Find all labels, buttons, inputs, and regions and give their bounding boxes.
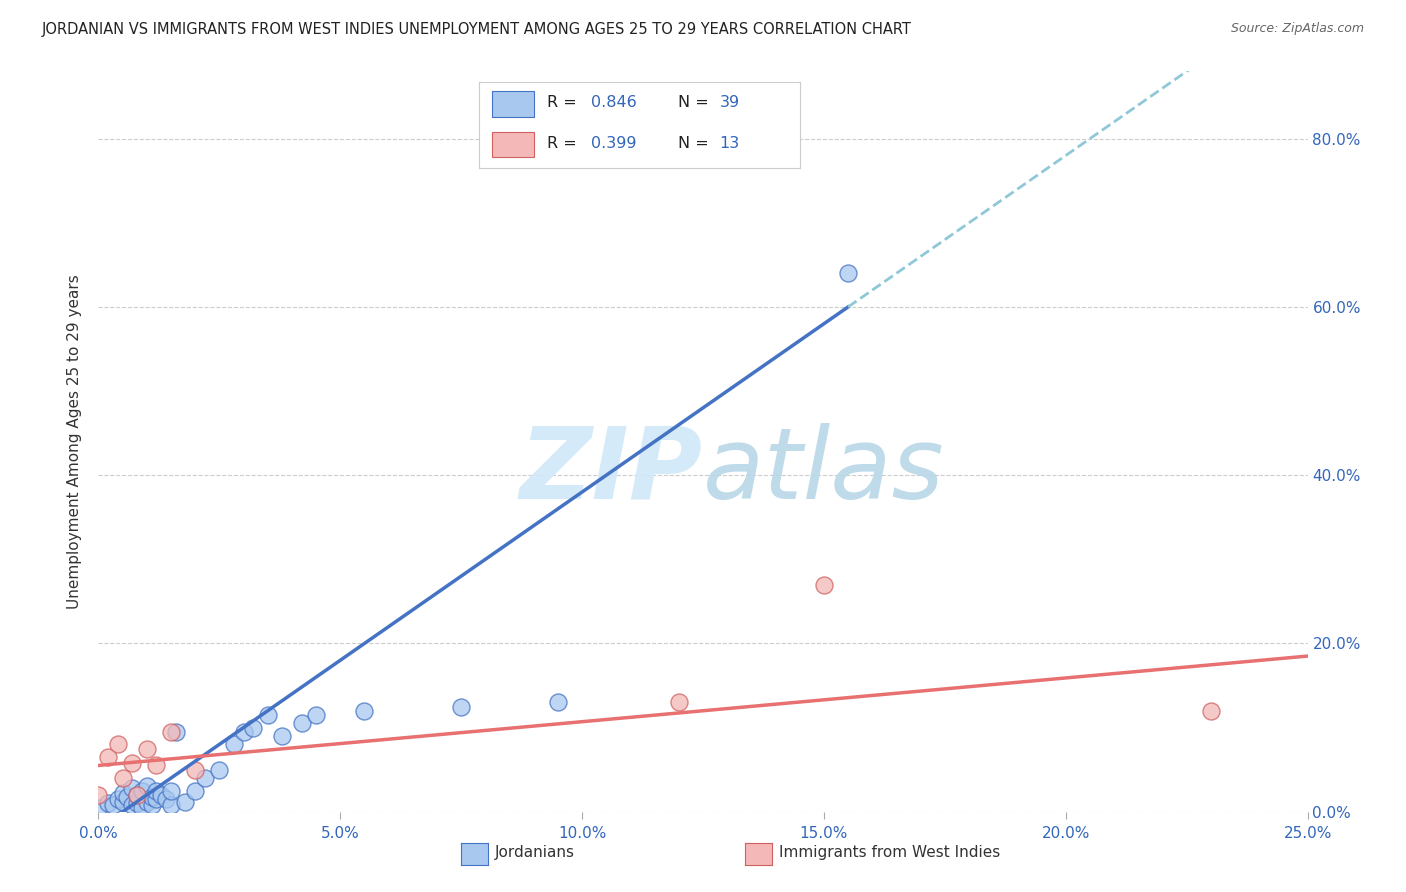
Point bbox=[145, 758, 167, 772]
Text: JORDANIAN VS IMMIGRANTS FROM WEST INDIES UNEMPLOYMENT AMONG AGES 25 TO 29 YEARS : JORDANIAN VS IMMIGRANTS FROM WEST INDIES… bbox=[42, 22, 912, 37]
Point bbox=[160, 797, 183, 812]
Point bbox=[194, 771, 217, 785]
Point bbox=[127, 788, 149, 802]
Point bbox=[121, 781, 143, 796]
Point bbox=[155, 792, 177, 806]
Point bbox=[208, 763, 231, 777]
Point bbox=[271, 729, 294, 743]
Point bbox=[256, 708, 278, 723]
Point bbox=[131, 783, 153, 797]
Point bbox=[668, 695, 690, 709]
Point bbox=[127, 788, 149, 802]
Point bbox=[135, 741, 157, 756]
Point bbox=[305, 708, 328, 723]
Point bbox=[1199, 704, 1222, 718]
Y-axis label: Unemployment Among Ages 25 to 29 years: Unemployment Among Ages 25 to 29 years bbox=[67, 274, 83, 609]
Point bbox=[353, 704, 375, 718]
Point bbox=[184, 783, 207, 797]
Point bbox=[242, 721, 264, 735]
Point bbox=[97, 750, 120, 764]
Point bbox=[222, 738, 245, 752]
Text: Immigrants from West Indies: Immigrants from West Indies bbox=[779, 845, 1001, 860]
Point bbox=[111, 786, 134, 800]
Point bbox=[131, 800, 153, 814]
Point bbox=[160, 724, 183, 739]
Point bbox=[150, 788, 173, 802]
Point bbox=[145, 792, 167, 806]
Point bbox=[450, 699, 472, 714]
Point bbox=[107, 792, 129, 806]
Point bbox=[97, 797, 120, 811]
Point bbox=[117, 789, 139, 804]
Point bbox=[232, 724, 254, 739]
Text: ZIP: ZIP bbox=[520, 423, 703, 520]
Point bbox=[547, 695, 569, 709]
Point bbox=[111, 795, 134, 809]
Point bbox=[837, 266, 859, 280]
Point bbox=[87, 800, 110, 814]
Point bbox=[101, 797, 124, 812]
Point bbox=[127, 797, 149, 811]
Text: Jordanians: Jordanians bbox=[495, 845, 575, 860]
Point bbox=[165, 724, 187, 739]
Point bbox=[121, 756, 143, 770]
Point bbox=[174, 795, 197, 809]
Point bbox=[290, 716, 312, 731]
Point bbox=[135, 780, 157, 794]
Point bbox=[141, 789, 163, 804]
Point bbox=[145, 783, 167, 797]
Point bbox=[107, 738, 129, 752]
Point bbox=[141, 797, 163, 812]
Point bbox=[87, 788, 110, 802]
Point bbox=[121, 797, 143, 812]
Text: Source: ZipAtlas.com: Source: ZipAtlas.com bbox=[1230, 22, 1364, 36]
Text: atlas: atlas bbox=[703, 423, 945, 520]
Point bbox=[160, 783, 183, 797]
Point bbox=[813, 577, 835, 591]
Point bbox=[111, 771, 134, 785]
Point bbox=[135, 795, 157, 809]
Point bbox=[184, 763, 207, 777]
